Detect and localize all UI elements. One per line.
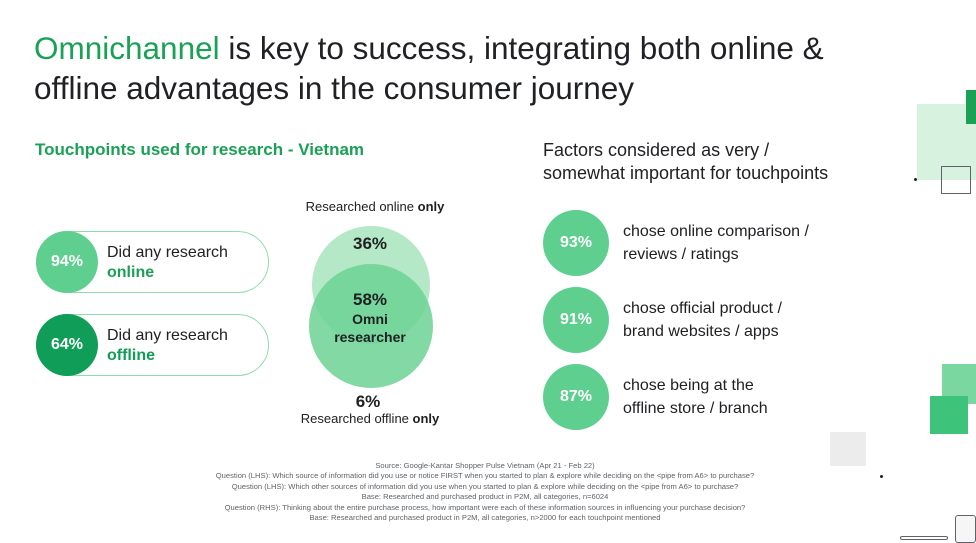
left-heading: Touchpoints used for research - Vietnam	[35, 140, 365, 159]
factor-text: chose being at the offline store / branc…	[623, 374, 863, 420]
venn-omni-line1: Omni	[352, 311, 388, 327]
venn-omni-block: 58% Omni researcher	[290, 290, 450, 346]
factor-text: chose online comparison / reviews / rati…	[623, 220, 863, 266]
pill-online: 94% Did any research online	[36, 231, 269, 293]
factor-text: chose official product / brand websites …	[623, 297, 863, 343]
online-pct-circle: 94%	[36, 231, 98, 293]
decor-line-bottom	[900, 536, 948, 540]
venn-omni-pct: 58%	[352, 290, 388, 309]
factor-text-line1: chose being at the	[623, 377, 754, 394]
right-heading-line1: Factors considered as very /	[543, 140, 770, 160]
decor-square-outline	[941, 166, 971, 194]
venn-offline-only-pct: 6%	[355, 392, 381, 411]
footnote-question-lhs-1: Question (LHS): Which source of informat…	[215, 471, 755, 481]
footnote-base-lhs: Base: Researched and purchased product i…	[361, 492, 609, 502]
pill-offline-text: Did any research offline	[107, 326, 228, 366]
decor-square-grey	[830, 432, 866, 466]
decor-square-green	[930, 396, 968, 434]
title-rest-line1: is key to success, integrating both onli…	[219, 30, 824, 66]
right-heading: Factors considered as very / somewhat im…	[543, 139, 883, 185]
factor-item-online-comparison: 93% chose online comparison / reviews / …	[543, 210, 863, 276]
footnote-question-lhs-2: Question (LHS): Which other sources of i…	[231, 481, 739, 491]
venn-top-label: Researched online only	[280, 199, 470, 214]
factor-item-offline-store: 87% chose being at the offline store / b…	[543, 364, 863, 430]
factor-text-line2: brand websites / apps	[623, 323, 779, 340]
factor-text-line2: reviews / ratings	[623, 246, 739, 263]
factor-text-line2: offline store / branch	[623, 400, 768, 417]
venn-omni-line2: researcher	[334, 329, 406, 345]
pill-offline-label: Did any research	[107, 327, 228, 344]
title-accent: Omnichannel	[34, 30, 220, 66]
venn-circle-offline	[309, 264, 433, 388]
footnote-base-rhs: Base: Researched and purchased product i…	[309, 513, 661, 523]
decor-bar-green	[966, 90, 976, 124]
venn-circles	[309, 226, 433, 388]
factor-item-official-websites: 91% chose official product / brand websi…	[543, 287, 863, 353]
venn-top-label-prefix: Researched online	[305, 199, 418, 214]
decor-dot-2	[880, 475, 883, 478]
pill-online-keyword: online	[107, 264, 155, 281]
venn-bottom-label: Researched offline only	[275, 411, 465, 426]
pill-offline: 64% Did any research offline	[36, 314, 269, 376]
footnotes: Source: Google-Kantar Shopper Pulse Viet…	[160, 461, 810, 523]
factor-text-line1: chose online comparison /	[623, 223, 809, 240]
venn-diagram: Researched online only 36% 58% Omni rese…	[290, 195, 460, 430]
venn-bottom-label-bold: only	[412, 411, 440, 426]
decor-dot	[914, 178, 917, 181]
pill-offline-keyword: offline	[107, 347, 155, 364]
factor-text-line1: chose official product /	[623, 300, 782, 317]
decor-frame-bottom	[955, 515, 976, 543]
pill-online-label: Did any research	[107, 244, 228, 261]
pill-online-text: Did any research online	[107, 243, 228, 283]
title-line2: offline advantages in the consumer journ…	[34, 70, 635, 106]
right-heading-line2: somewhat important for touchpoints	[543, 163, 829, 183]
offline-pct-circle: 64%	[36, 314, 98, 376]
factor-pct-circle: 87%	[543, 364, 609, 430]
venn-top-label-bold: only	[417, 199, 445, 214]
venn-online-only-pct: 36%	[352, 234, 388, 253]
footnote-source: Source: Google-Kantar Shopper Pulse Viet…	[375, 461, 595, 470]
factor-pct-circle: 93%	[543, 210, 609, 276]
venn-bottom-label-prefix: Researched offline	[300, 411, 413, 426]
factor-pct-circle: 91%	[543, 287, 609, 353]
slide-title: Omnichannel is key to success, integrati…	[34, 28, 914, 108]
footnote-question-rhs: Question (RHS): Thinking about the entir…	[224, 502, 746, 512]
